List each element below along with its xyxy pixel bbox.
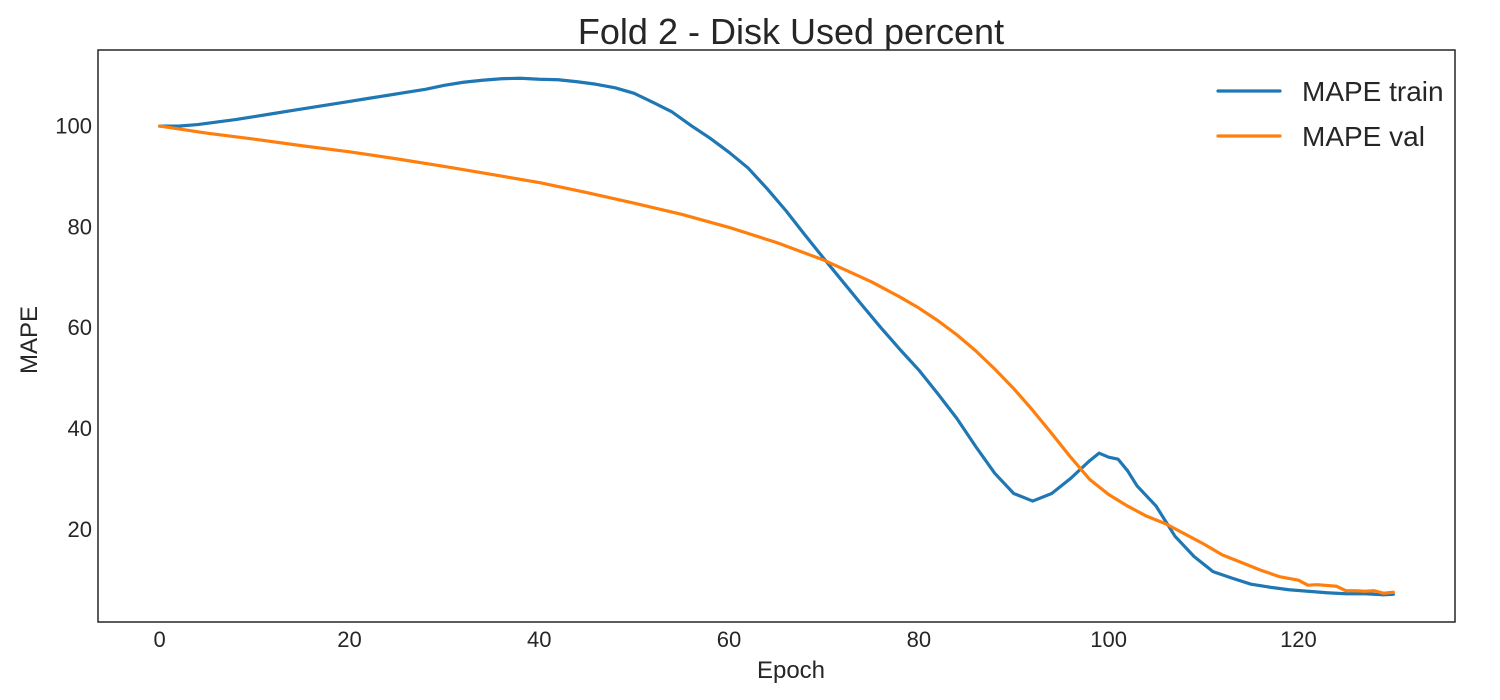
y-tick-label: 80 [68,214,92,239]
y-tick-label: 60 [68,315,92,340]
series-layer [158,76,1395,597]
legend-item-mape-train: MAPE train [1216,76,1444,107]
x-tick-label: 120 [1280,627,1317,652]
x-tick-label: 80 [907,627,931,652]
legend-item-mape-val: MAPE val [1216,121,1425,152]
series-line-mape-train [158,76,1395,597]
x-tick-label: 100 [1090,627,1127,652]
plot-area: 0 20 40 60 80 100 120 20 40 60 80 100 [55,49,1456,652]
x-tick-label: 40 [527,627,551,652]
legend-label-mape-train: MAPE train [1302,76,1444,107]
legend-label-mape-val: MAPE val [1302,121,1425,152]
x-tick-label: 0 [154,627,166,652]
x-axis-ticks: 0 20 40 60 80 100 120 [154,627,1317,652]
x-tick-label: 20 [337,627,361,652]
legend: MAPE train MAPE val [1216,76,1444,152]
y-tick-label: 20 [68,517,92,542]
x-axis-label: Epoch [757,657,825,684]
plot-frame [97,49,1456,623]
y-tick-label: 40 [68,416,92,441]
y-axis-ticks: 20 40 60 80 100 [55,114,92,542]
x-tick-label: 60 [717,627,741,652]
series-line-mape-val [158,124,1395,595]
y-axis-label: MAPE [16,306,43,374]
chart-title: Fold 2 - Disk Used percent [578,11,1004,52]
y-tick-label: 100 [55,114,92,139]
